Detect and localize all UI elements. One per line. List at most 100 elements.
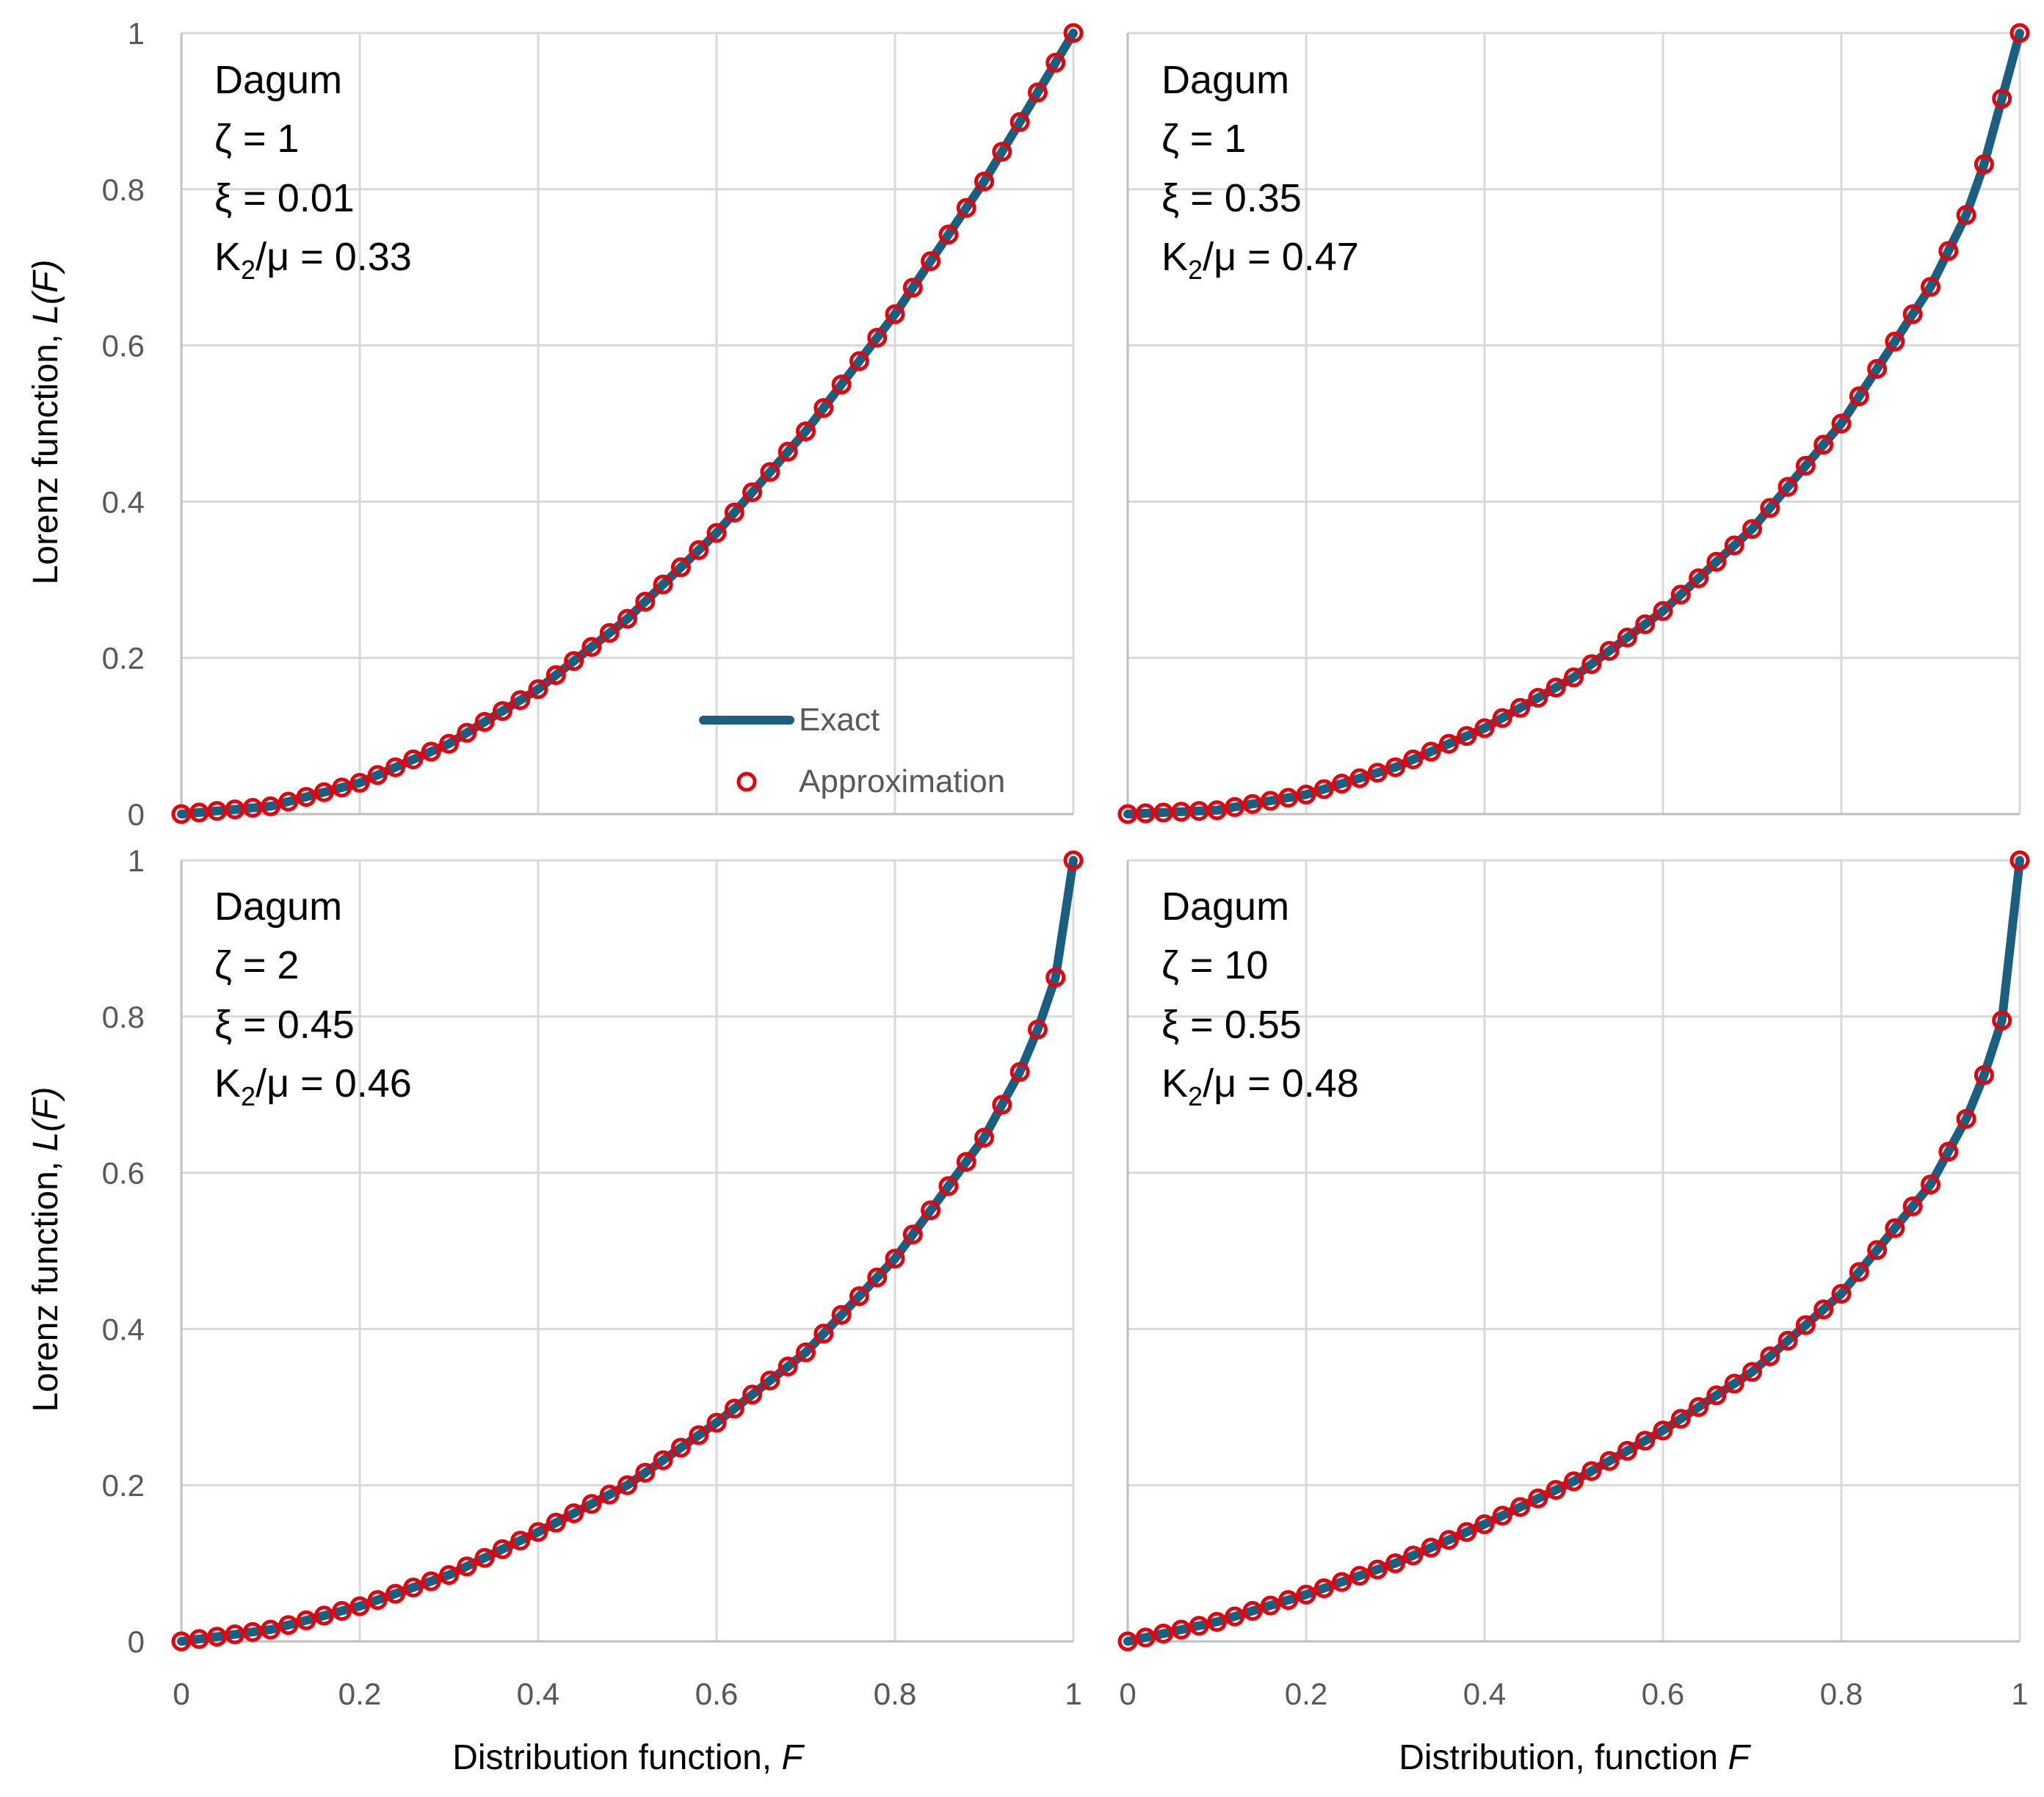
approximation-marker	[1063, 850, 1084, 871]
approximation-marker	[670, 1437, 691, 1458]
approximation-marker	[956, 197, 976, 218]
approximation-marker	[1010, 112, 1030, 132]
approximation-marker	[867, 327, 888, 348]
approximation-marker	[314, 782, 334, 802]
approximation-marker	[1581, 1461, 1602, 1481]
approximation-marker	[635, 1462, 656, 1483]
approximation-marker	[760, 462, 780, 482]
annotation-xi: ξ = 0.45	[214, 1003, 355, 1047]
y-tick-label: 0.4	[102, 1312, 145, 1346]
exact-curve	[177, 856, 1078, 1646]
annotation-distribution: Dagum	[214, 885, 342, 929]
y-tick-label: 0.8	[102, 1000, 145, 1034]
approximation-marker	[1421, 741, 1441, 762]
approximation-marker	[510, 1531, 531, 1551]
approximation-marker	[831, 374, 852, 395]
approximation-marker	[1777, 476, 1798, 497]
approximation-marker	[1045, 52, 1066, 73]
approximation-marker	[1296, 1584, 1316, 1605]
approximation-marker	[1956, 205, 1976, 225]
approximation-marker	[1706, 551, 1727, 572]
approximation-marker	[1564, 667, 1584, 688]
approximation-marker	[1421, 1537, 1441, 1558]
approximation-marker	[1349, 1566, 1370, 1586]
approximation-marker	[1670, 1409, 1691, 1429]
approximation-marker	[831, 1304, 852, 1325]
approximation-marker	[1902, 304, 1923, 324]
approximation-marker	[1528, 688, 1548, 708]
approximation-marker	[778, 1357, 798, 1376]
approximation-marker	[849, 351, 869, 371]
x-tick-label: 0	[1119, 1677, 1136, 1711]
approximation-marker	[1278, 1590, 1299, 1611]
tick-labels: 0 0.2 0.4 0.6 0.8 1 0 0.2 0.4 0.6 0.8 1	[102, 16, 1082, 1711]
legend-approx-label: Approximation	[799, 763, 1005, 799]
approximation-marker	[1938, 1141, 1959, 1162]
exact-curve	[177, 29, 1078, 818]
tick-labels: 0 0.2 0.4 0.6 0.8 1	[1119, 1677, 2028, 1711]
approximation-marker	[1831, 413, 1852, 434]
annotation-zeta: ζ = 10	[1161, 943, 1268, 987]
approximation-marker	[1885, 1218, 1905, 1238]
approximation-marker	[617, 609, 637, 629]
exact-series	[1123, 29, 2024, 818]
approximation-marker	[314, 1605, 334, 1626]
annotation-k2-ratio: K2/μ = 0.48	[1161, 1061, 1359, 1111]
approximation-marker	[885, 1249, 905, 1269]
annotation-zeta: ζ = 1	[214, 117, 299, 161]
approximation-marker	[403, 1578, 424, 1598]
approximation-marker	[296, 1610, 316, 1630]
approximation-marker	[653, 574, 673, 595]
approximation-marker	[724, 1398, 744, 1419]
approximation-marker	[1921, 1175, 1940, 1195]
y-tick-label: 0.6	[102, 329, 145, 363]
approximation-marker	[902, 277, 923, 298]
approximation-marker	[1831, 1284, 1852, 1304]
approximation-marker	[581, 636, 602, 657]
approximation-marker	[1617, 628, 1637, 647]
approximation-marker	[1260, 791, 1280, 811]
annotation-distribution: Dagum	[214, 58, 342, 102]
approximation-marker	[1474, 718, 1495, 738]
x-tick-label: 0.8	[874, 1677, 916, 1711]
approximation-marker	[2009, 23, 2030, 43]
annotation-distribution: Dagum	[1161, 885, 1289, 929]
x-tick-label: 0.4	[1463, 1677, 1506, 1711]
approximation-marker	[492, 701, 512, 722]
approximation-marker	[974, 1128, 994, 1148]
gridlines	[1126, 32, 2021, 816]
approximation-marker	[564, 1503, 584, 1523]
x-tick-label: 0.8	[874, 1677, 916, 1711]
approximation-marker	[1653, 600, 1673, 621]
y-tick-label: 0.6	[102, 1156, 145, 1191]
approximation-marker	[492, 1539, 512, 1559]
approximation-marker	[1225, 1606, 1245, 1627]
approximation-marker	[1581, 654, 1602, 675]
approximation-marker	[1545, 1480, 1566, 1500]
approximation-marker	[1189, 1616, 1209, 1636]
approximation-marker	[1438, 733, 1459, 754]
approximation-marker	[1045, 968, 1066, 988]
approximation-marker	[1724, 1373, 1744, 1394]
gridlines	[1126, 859, 2021, 1643]
approximation-marker	[1617, 1440, 1637, 1461]
y-tick-label: 0	[128, 1624, 145, 1659]
approximation-marker	[1724, 535, 1744, 556]
approximation-marker	[1760, 498, 1780, 518]
y-tick-label: 0.2	[102, 641, 145, 675]
approximation-marker	[992, 1094, 1012, 1115]
approximation-marker	[1849, 1262, 1869, 1282]
x-tick-label: 1	[1065, 1677, 1081, 1711]
approximation-marker	[474, 711, 495, 732]
x-tick-label: 0.6	[1642, 1677, 1684, 1711]
y-axis-title: Lorenz function, L(F)	[26, 260, 65, 585]
approximation-marker	[706, 1412, 727, 1433]
approximation-marker	[742, 1384, 763, 1405]
approximation-marker	[439, 1565, 459, 1586]
approximation-marker	[921, 1200, 941, 1221]
approximation-marker	[1296, 784, 1316, 805]
approximation-marker	[813, 398, 834, 418]
annotation-k2-ratio: K2/μ = 0.33	[214, 235, 412, 285]
approximation-marker	[1760, 1346, 1780, 1367]
approximation-marker	[1332, 1572, 1352, 1592]
